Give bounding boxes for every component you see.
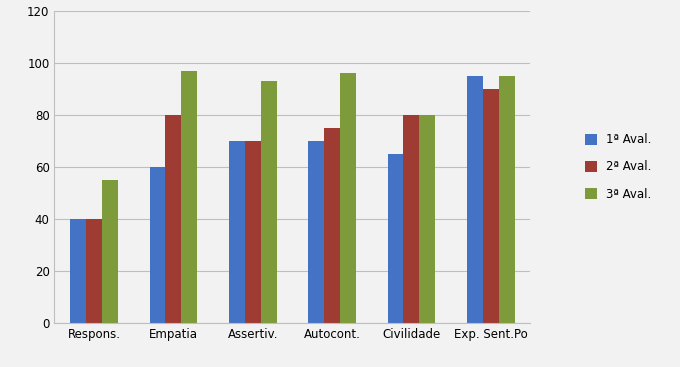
Bar [324,128,340,323]
Bar [340,73,356,323]
Bar [165,115,182,323]
Bar [86,219,102,323]
Bar [483,89,498,323]
Bar [102,180,118,323]
Bar [388,154,403,323]
Bar [229,141,245,323]
Legend: 1ª Aval., 2ª Aval., 3ª Aval.: 1ª Aval., 2ª Aval., 3ª Aval. [579,127,658,207]
Bar [245,141,260,323]
Bar [70,219,86,323]
Bar [150,167,165,323]
Bar [182,71,197,323]
Bar [260,81,277,323]
Bar [467,76,483,323]
Bar [403,115,420,323]
Bar [420,115,435,323]
Bar [308,141,324,323]
Bar [498,76,515,323]
